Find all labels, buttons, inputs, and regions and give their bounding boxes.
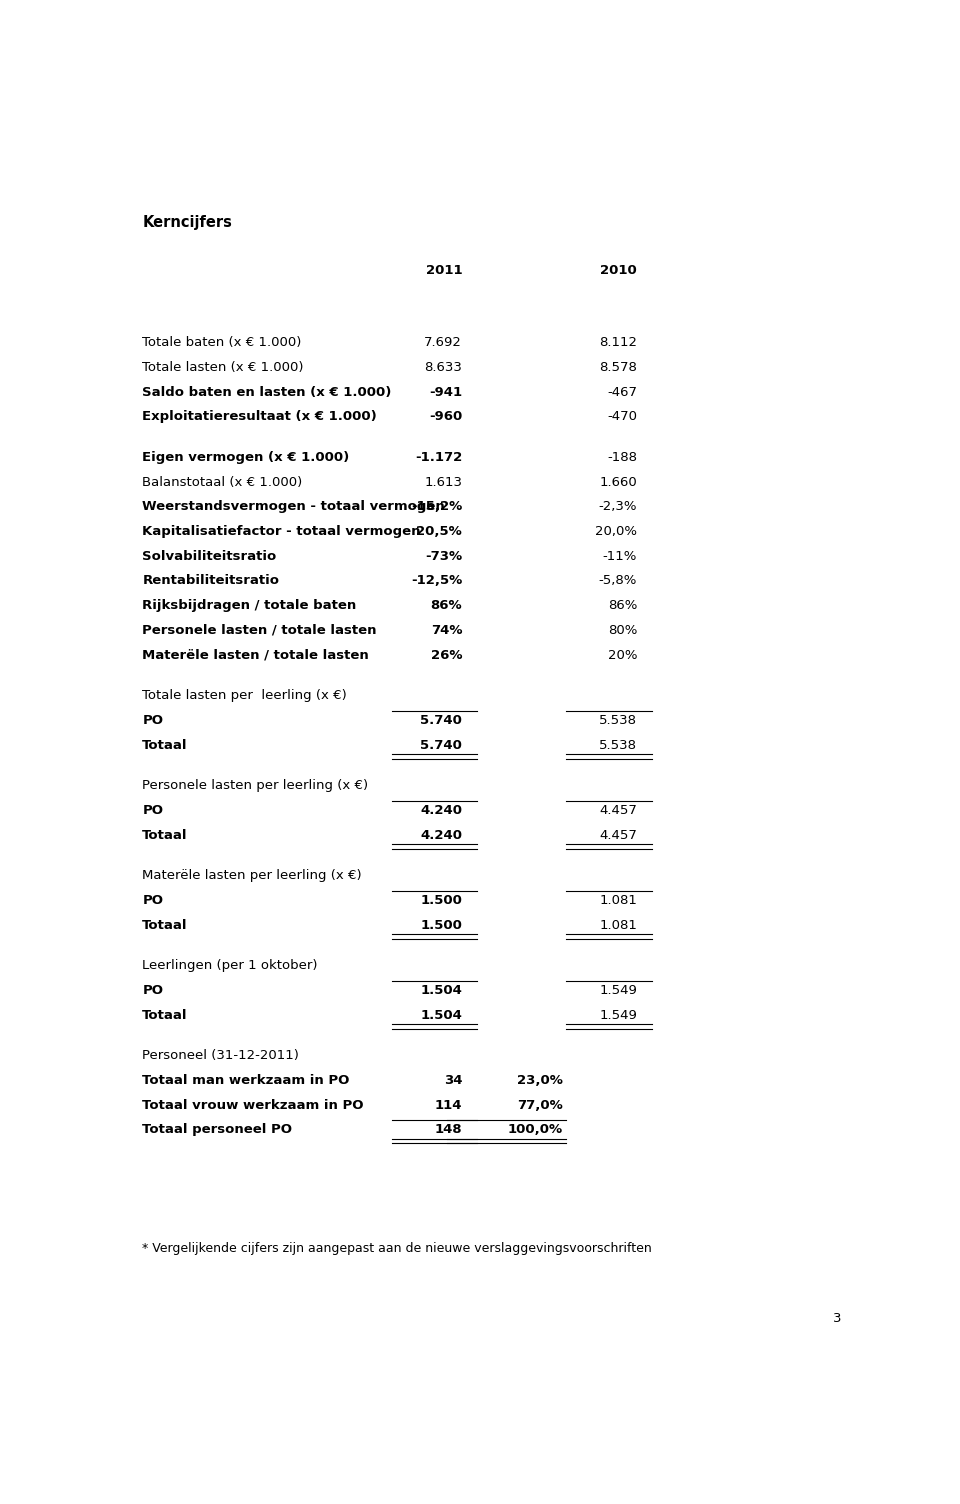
Text: Balanstotaal (x € 1.000): Balanstotaal (x € 1.000) bbox=[142, 475, 302, 489]
Text: 4.457: 4.457 bbox=[599, 805, 637, 817]
Text: -470: -470 bbox=[607, 411, 637, 424]
Text: 1.504: 1.504 bbox=[420, 984, 463, 997]
Text: * Vergelijkende cijfers zijn aangepast aan de nieuwe verslaggevingsvoorschriften: * Vergelijkende cijfers zijn aangepast a… bbox=[142, 1242, 652, 1256]
Text: Eigen vermogen (x € 1.000): Eigen vermogen (x € 1.000) bbox=[142, 451, 349, 465]
Text: 20,0%: 20,0% bbox=[595, 525, 637, 538]
Text: -73%: -73% bbox=[425, 550, 463, 562]
Text: 5.538: 5.538 bbox=[599, 714, 637, 726]
Text: 1.660: 1.660 bbox=[599, 475, 637, 489]
Text: Totaal: Totaal bbox=[142, 919, 188, 931]
Text: PO: PO bbox=[142, 805, 163, 817]
Text: Totaal: Totaal bbox=[142, 1009, 188, 1021]
Text: 4.240: 4.240 bbox=[420, 805, 463, 817]
Text: 86%: 86% bbox=[608, 599, 637, 612]
Text: 34: 34 bbox=[444, 1074, 463, 1087]
Text: -1.172: -1.172 bbox=[415, 451, 463, 465]
Text: 4.240: 4.240 bbox=[420, 829, 463, 842]
Text: 20%: 20% bbox=[608, 648, 637, 662]
Text: 8.633: 8.633 bbox=[424, 361, 463, 374]
Text: 86%: 86% bbox=[431, 599, 463, 612]
Text: PO: PO bbox=[142, 984, 163, 997]
Text: -11%: -11% bbox=[603, 550, 637, 562]
Text: -960: -960 bbox=[429, 411, 463, 424]
Text: Saldo baten en lasten (x € 1.000): Saldo baten en lasten (x € 1.000) bbox=[142, 387, 392, 399]
Text: Kapitalisatiefactor - totaal vermogen: Kapitalisatiefactor - totaal vermogen bbox=[142, 525, 420, 538]
Text: 1.081: 1.081 bbox=[599, 919, 637, 931]
Text: Totale lasten per  leerling (x €): Totale lasten per leerling (x €) bbox=[142, 689, 348, 702]
Text: 8.112: 8.112 bbox=[599, 337, 637, 349]
Text: 5.740: 5.740 bbox=[420, 738, 463, 752]
Text: Leerlingen (per 1 oktober): Leerlingen (per 1 oktober) bbox=[142, 960, 318, 972]
Text: 1.500: 1.500 bbox=[420, 893, 463, 907]
Text: 5.538: 5.538 bbox=[599, 738, 637, 752]
Text: 74%: 74% bbox=[431, 624, 463, 636]
Text: Rijksbijdragen / totale baten: Rijksbijdragen / totale baten bbox=[142, 599, 356, 612]
Text: 7.692: 7.692 bbox=[424, 337, 463, 349]
Text: -2,3%: -2,3% bbox=[599, 501, 637, 513]
Text: 26%: 26% bbox=[431, 648, 463, 662]
Text: Personele lasten / totale lasten: Personele lasten / totale lasten bbox=[142, 624, 377, 636]
Text: -15,2%: -15,2% bbox=[411, 501, 463, 513]
Text: Totaal personeel PO: Totaal personeel PO bbox=[142, 1123, 292, 1137]
Text: 148: 148 bbox=[435, 1123, 463, 1137]
Text: 77,0%: 77,0% bbox=[516, 1099, 563, 1111]
Text: Totaal vrouw werkzaam in PO: Totaal vrouw werkzaam in PO bbox=[142, 1099, 364, 1111]
Text: 1.081: 1.081 bbox=[599, 893, 637, 907]
Text: 1.504: 1.504 bbox=[420, 1009, 463, 1021]
Text: 8.578: 8.578 bbox=[599, 361, 637, 374]
Text: Personeel (31-12-2011): Personeel (31-12-2011) bbox=[142, 1050, 300, 1062]
Text: 80%: 80% bbox=[608, 624, 637, 636]
Text: Rentabiliteitsratio: Rentabiliteitsratio bbox=[142, 575, 279, 588]
Text: Solvabiliteitsratio: Solvabiliteitsratio bbox=[142, 550, 276, 562]
Text: -12,5%: -12,5% bbox=[411, 575, 463, 588]
Text: Materële lasten per leerling (x €): Materële lasten per leerling (x €) bbox=[142, 869, 362, 883]
Text: Totaal man werkzaam in PO: Totaal man werkzaam in PO bbox=[142, 1074, 349, 1087]
Text: Materële lasten / totale lasten: Materële lasten / totale lasten bbox=[142, 648, 369, 662]
Text: 114: 114 bbox=[435, 1099, 463, 1111]
Text: Kerncijfers: Kerncijfers bbox=[142, 215, 232, 230]
Text: PO: PO bbox=[142, 893, 163, 907]
Text: 1.500: 1.500 bbox=[420, 919, 463, 931]
Text: 2010: 2010 bbox=[600, 263, 637, 277]
Text: 23,0%: 23,0% bbox=[516, 1074, 563, 1087]
Text: Totale lasten (x € 1.000): Totale lasten (x € 1.000) bbox=[142, 361, 303, 374]
Text: PO: PO bbox=[142, 714, 163, 726]
Text: Totale baten (x € 1.000): Totale baten (x € 1.000) bbox=[142, 337, 301, 349]
Text: 1.549: 1.549 bbox=[599, 1009, 637, 1021]
Text: Totaal: Totaal bbox=[142, 738, 188, 752]
Text: 2011: 2011 bbox=[425, 263, 463, 277]
Text: 20,5%: 20,5% bbox=[417, 525, 463, 538]
Text: Exploitatieresultaat (x € 1.000): Exploitatieresultaat (x € 1.000) bbox=[142, 411, 377, 424]
Text: 1.549: 1.549 bbox=[599, 984, 637, 997]
Text: 3: 3 bbox=[833, 1311, 842, 1325]
Text: Personele lasten per leerling (x €): Personele lasten per leerling (x €) bbox=[142, 779, 369, 793]
Text: -188: -188 bbox=[607, 451, 637, 465]
Text: -5,8%: -5,8% bbox=[599, 575, 637, 588]
Text: 4.457: 4.457 bbox=[599, 829, 637, 842]
Text: -467: -467 bbox=[607, 387, 637, 399]
Text: 100,0%: 100,0% bbox=[508, 1123, 563, 1137]
Text: Totaal: Totaal bbox=[142, 829, 188, 842]
Text: 1.613: 1.613 bbox=[424, 475, 463, 489]
Text: Weerstandsvermogen - totaal vermogen: Weerstandsvermogen - totaal vermogen bbox=[142, 501, 445, 513]
Text: 5.740: 5.740 bbox=[420, 714, 463, 726]
Text: -941: -941 bbox=[429, 387, 463, 399]
